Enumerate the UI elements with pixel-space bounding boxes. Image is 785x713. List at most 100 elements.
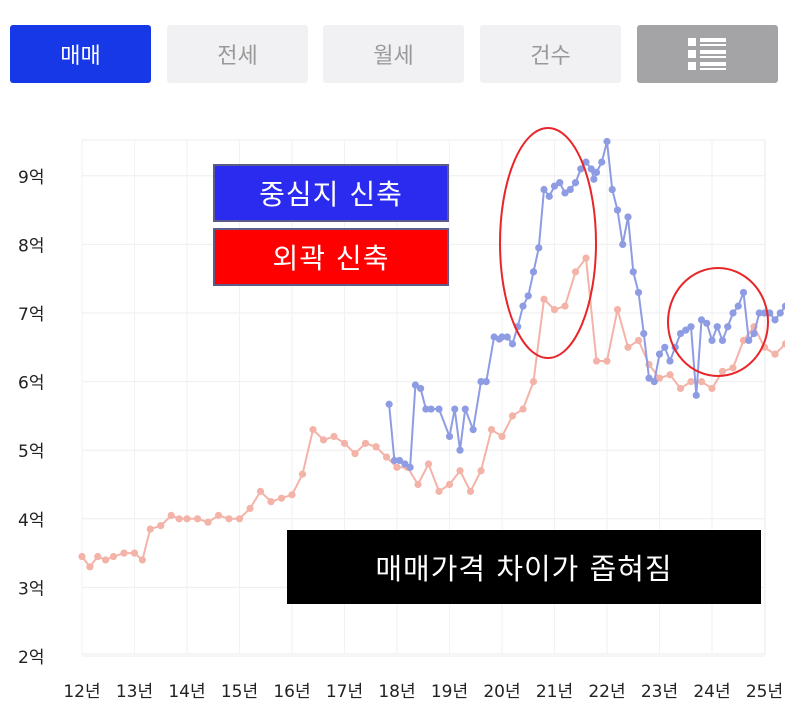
center-series-point: [624, 213, 632, 221]
center-series-point: [592, 168, 601, 176]
outer-series-point: [456, 467, 464, 475]
center-series-point: [396, 456, 404, 465]
x-tick-label: 17년: [326, 682, 363, 702]
outer-series-point: [655, 374, 664, 382]
center-series-point: [385, 400, 393, 408]
center-series-point: [619, 240, 627, 248]
x-tick-label: 14년: [168, 682, 205, 702]
highlight-circle-peak: [499, 127, 597, 359]
x-axis: 12년 13년 14년 15년 16년 17년 18년 19년 20년 21년 22년 23년 24년 2…: [63, 682, 783, 702]
list-view-button[interactable]: [637, 25, 778, 83]
center-series-point: [582, 158, 590, 166]
y-tick-label: 4억: [18, 511, 44, 531]
center-series-point: [650, 378, 658, 386]
y-tick-label: 2억: [18, 648, 44, 668]
center-series-point: [687, 323, 695, 331]
outer-series-point: [86, 563, 94, 571]
highlight-circle-recent: [667, 267, 769, 377]
center-series-point: [692, 391, 700, 399]
tab-monthly-rent[interactable]: 월세: [323, 25, 464, 83]
outer-series-point: [498, 432, 506, 441]
outer-series-point: [592, 357, 601, 365]
center-series-point: [682, 326, 690, 334]
center-series-point: [750, 329, 758, 338]
y-tick-label: 7억: [18, 305, 44, 325]
outer-series-point: [138, 556, 146, 564]
x-tick-label: 12년: [63, 682, 100, 702]
y-tick-label: 8억: [18, 236, 44, 256]
outer-series-point: [288, 491, 296, 499]
center-series-point: [776, 309, 784, 317]
tab-bar: 매매 전세 월세 건수: [10, 25, 778, 85]
center-series-point: [781, 302, 785, 310]
outer-series-point: [781, 340, 785, 348]
outer-series-point: [519, 405, 527, 413]
center-series-point: [566, 185, 574, 194]
center-series-point: [587, 165, 595, 173]
center-series-point: [739, 288, 748, 297]
outer-series-point: [624, 343, 632, 351]
x-tick-label: 15년: [221, 682, 258, 702]
center-series-point: [561, 189, 569, 197]
center-series-point: [734, 302, 742, 310]
center-series-point: [477, 378, 485, 386]
center-series-point: [708, 336, 716, 345]
center-series-point: [469, 426, 477, 434]
center-series-point: [498, 333, 506, 341]
y-tick-label: 3억: [18, 579, 44, 599]
outer-series-point: [613, 305, 622, 314]
outer-series-point: [739, 336, 748, 345]
x-tick-label: 18년: [378, 682, 415, 702]
outer-series-point: [361, 439, 370, 447]
center-series-point: [771, 316, 779, 324]
x-tick-label: 16년: [273, 682, 310, 702]
center-series-point: [655, 350, 664, 358]
center-series-point: [613, 206, 622, 214]
outer-series-point: [634, 336, 643, 345]
center-series-point: [508, 340, 517, 348]
outer-series-point: [102, 556, 110, 564]
center-series-point: [401, 460, 409, 468]
center-series-point: [729, 309, 737, 317]
tab-count[interactable]: 건수: [480, 25, 621, 83]
center-series-point: [603, 137, 611, 146]
x-tick-label: 24년: [693, 682, 730, 702]
outer-series-point: [214, 511, 223, 519]
center-series-point: [422, 405, 430, 413]
center-series-point: [676, 329, 685, 338]
x-tick-label: 13년: [116, 682, 153, 702]
center-series-point: [456, 446, 464, 454]
outer-series-point: [267, 498, 275, 506]
outer-series-point: [109, 552, 118, 561]
outer-series-point: [540, 295, 548, 303]
center-series-point: [417, 384, 425, 393]
outer-series-point: [561, 302, 569, 310]
center-series-point: [540, 185, 548, 194]
center-series-point: [640, 329, 648, 338]
center-series-point: [697, 316, 706, 324]
outer-series-point: [687, 378, 695, 386]
x-tick-label: 22년: [588, 682, 625, 702]
center-series-point: [535, 244, 543, 252]
center-series-point: [645, 374, 653, 382]
y-tick-label: 9억: [18, 168, 44, 188]
outer-series-point: [718, 367, 727, 375]
center-series-point: [661, 343, 669, 351]
outer-series-point: [204, 518, 212, 526]
center-series-point: [745, 336, 753, 345]
outer-series-point: [78, 552, 86, 561]
tab-sale[interactable]: 매매: [10, 25, 151, 83]
outer-series-point: [582, 254, 590, 262]
center-series-point: [590, 175, 598, 183]
x-tick-label: 25년: [746, 682, 783, 702]
tab-jeonse[interactable]: 전세: [167, 25, 308, 83]
outer-series-point: [424, 460, 433, 468]
y-axis: 2억 3억 4억 5억 6억 7억 8억 9억: [18, 168, 44, 668]
outer-series-point: [298, 470, 307, 478]
center-series-point: [608, 185, 616, 194]
outer-series-point: [676, 384, 685, 393]
center-series-point: [703, 319, 711, 327]
x-tick-label: 21년: [536, 682, 573, 702]
outer-series-point: [708, 384, 716, 393]
